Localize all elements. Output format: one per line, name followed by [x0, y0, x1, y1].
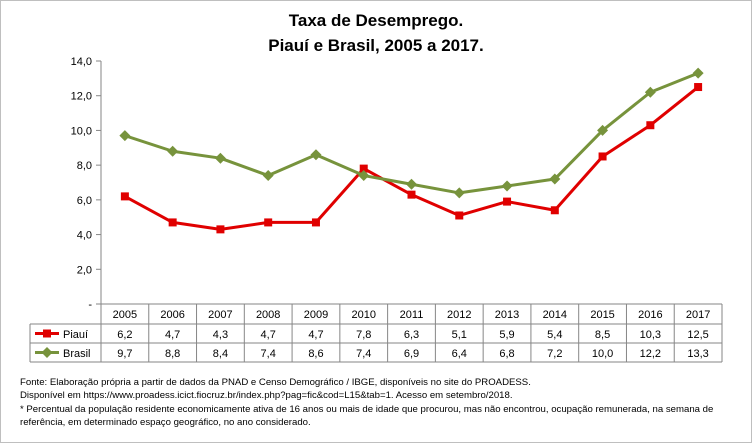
x-tick-label: 2006: [160, 309, 184, 321]
data-point-piaui: [311, 218, 320, 227]
data-label-piaui: 6,2: [117, 329, 132, 341]
data-label-piaui: 7,8: [356, 329, 371, 341]
data-point-brasil: [692, 67, 704, 79]
x-tick-label: 2008: [256, 309, 280, 321]
x-tick-label: 2012: [447, 309, 471, 321]
y-tick-label: -: [88, 299, 92, 311]
data-label-piaui: 4,7: [261, 329, 276, 341]
data-label-brasil: 7,4: [261, 348, 276, 360]
x-tick-label: 2011: [400, 309, 424, 321]
data-label-piaui: 10,3: [640, 329, 661, 341]
data-point-piaui: [550, 206, 559, 215]
data-label-piaui: 12,5: [687, 329, 708, 341]
y-tick-label: 2,0: [77, 264, 92, 276]
y-tick-label: 8,0: [77, 160, 92, 172]
data-label-piaui: 5,1: [452, 329, 467, 341]
data-label-brasil: 8,8: [165, 348, 180, 360]
data-point-brasil: [214, 152, 226, 164]
definition-note-2: referência, em determinado espaço geográ…: [20, 417, 311, 428]
data-label-brasil: 6,9: [404, 348, 419, 360]
data-label-brasil: 6,4: [452, 348, 467, 360]
data-label-brasil: 7,4: [356, 348, 371, 360]
y-tick-label: 12,0: [71, 91, 92, 103]
y-tick-label: 10,0: [71, 125, 92, 137]
data-point-brasil: [167, 145, 179, 157]
data-label-piaui: 8,5: [595, 329, 610, 341]
data-point-piaui: [359, 164, 368, 173]
data-point-piaui: [455, 211, 464, 220]
url-note: Disponível em https://www.proadess.icict…: [20, 390, 513, 401]
chart-title: Taxa de Desemprego.: [288, 11, 464, 30]
data-label-piaui: 4,3: [213, 329, 228, 341]
data-point-brasil: [501, 180, 513, 192]
y-tick-label: 4,0: [77, 230, 92, 242]
data-point-piaui: [264, 218, 273, 227]
data-label-brasil: 7,2: [547, 348, 562, 360]
data-point-piaui: [503, 197, 512, 206]
data-point-piaui: [694, 83, 703, 92]
x-tick-label: 2015: [590, 309, 614, 321]
y-tick-label: 14,0: [71, 56, 92, 68]
data-label-piaui: 4,7: [165, 329, 180, 341]
data-point-brasil: [358, 170, 370, 182]
x-tick-label: 2010: [351, 309, 375, 321]
legend-label-brasil: Brasil: [63, 348, 91, 360]
data-point-piaui: [646, 121, 655, 130]
series-line-brasil: [124, 71, 699, 195]
data-label-brasil: 10,0: [592, 348, 613, 360]
data-label-brasil: 8,6: [308, 348, 323, 360]
data-point-brasil: [310, 149, 322, 161]
data-point-piaui: [168, 218, 177, 227]
x-tick-label: 2007: [208, 309, 232, 321]
x-tick-label: 2017: [686, 309, 710, 321]
data-label-piaui: 5,9: [499, 329, 514, 341]
data-point-brasil: [644, 86, 656, 98]
chart-subtitle: Piauí e Brasil, 2005 a 2017.: [268, 36, 484, 55]
data-point-brasil: [597, 124, 609, 136]
y-tick-label: 6,0: [77, 195, 92, 207]
data-point-piaui: [598, 152, 607, 161]
data-label-brasil: 8,4: [213, 348, 228, 360]
data-label-brasil: 6,8: [499, 348, 514, 360]
data-label-brasil: 9,7: [117, 348, 132, 360]
definition-note-1: * Percentual da população residente econ…: [20, 404, 714, 415]
legend-marker-brasil: [41, 347, 53, 358]
x-tick-label: 2014: [543, 309, 567, 321]
data-point-piaui: [216, 225, 225, 234]
data-label-piaui: 5,4: [547, 329, 562, 341]
data-label-piaui: 6,3: [404, 329, 419, 341]
data-point-brasil: [549, 173, 561, 185]
data-point-piaui: [407, 190, 416, 199]
data-label-brasil: 12,2: [640, 348, 661, 360]
data-point-brasil: [453, 187, 465, 199]
data-point-brasil: [119, 130, 131, 142]
legend-marker-piaui: [43, 329, 51, 338]
data-label-piaui: 4,7: [308, 329, 323, 341]
data-label-brasil: 13,3: [687, 348, 708, 360]
data-point-brasil: [262, 170, 274, 182]
legend-label-piaui: Piauí: [63, 329, 88, 341]
source-note: Fonte: Elaboração própria a partir de da…: [20, 377, 531, 388]
x-tick-label: 2013: [495, 309, 519, 321]
x-tick-label: 2016: [638, 309, 662, 321]
data-point-piaui: [120, 192, 129, 201]
data-point-brasil: [406, 178, 417, 190]
x-tick-label: 2005: [113, 309, 137, 321]
x-tick-label: 2009: [304, 309, 328, 321]
